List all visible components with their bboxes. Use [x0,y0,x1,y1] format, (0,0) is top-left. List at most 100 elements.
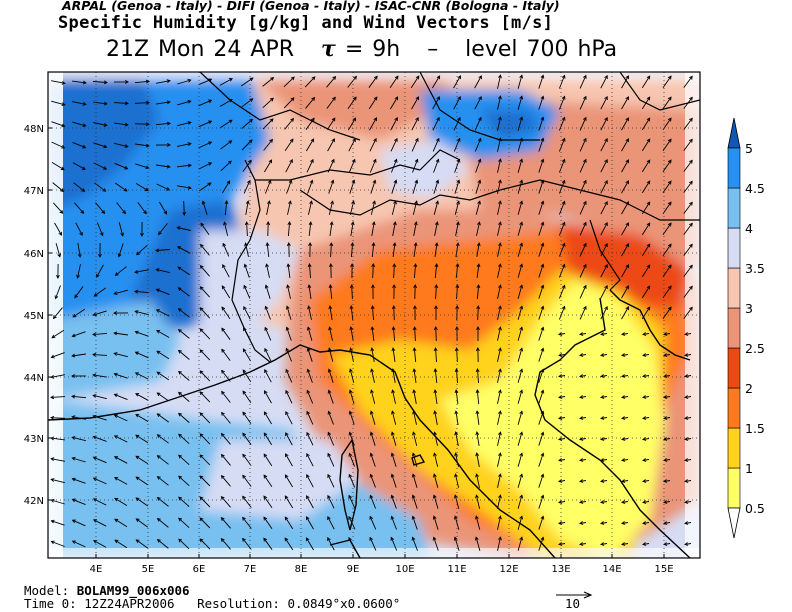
wind-arrow [51,162,65,171]
wind-arrow [306,516,314,530]
wind-arrow [663,500,671,504]
wind-arrow [413,263,418,279]
wind-arrow [177,78,192,85]
wind-arrow [390,96,399,110]
wind-arrow [76,264,81,279]
model-label: Model: [24,583,70,598]
wind-arrow [369,158,377,173]
wind-arrow [327,138,335,152]
wind-arrow [307,263,312,279]
wind-arrow [199,517,211,529]
wind-arrow [455,221,460,236]
wind-arrow [114,142,129,148]
wind-arrow [621,458,629,462]
wind-arrow [538,137,545,152]
wind-arrow [454,431,459,446]
wind-arrow [222,180,231,194]
wind-arrow [369,536,377,551]
wind-arrow [327,473,335,488]
wind-arrow [286,263,291,278]
wind-arrow [327,410,334,425]
wind-arrow [263,537,273,550]
lat-label: 43N [24,434,44,445]
lon-label: 12E [499,564,518,575]
wind-arrow [347,96,357,110]
wind-arrow [98,242,102,258]
wind-arrow [263,516,273,529]
wind-arrow [391,305,396,321]
wind-arrow [433,368,438,384]
wind-arrow [51,100,66,106]
wind-arrow [156,517,169,528]
wind-arrow [348,117,357,131]
wind-arrow [683,96,693,109]
wind-arrow [662,159,672,173]
wind-arrow [71,436,86,442]
wind-arrow [642,374,650,378]
wind-arrow [134,100,150,105]
wind-arrow [347,75,357,88]
wind-arrow [434,263,439,279]
wind-arrow [558,137,566,152]
wind-arrow [684,374,692,378]
wind-arrow [140,221,144,237]
wind-arrow [600,500,608,504]
wind-arrow [134,372,149,380]
wind-arrow [663,416,671,420]
wind-arrow [262,118,274,130]
wind-arrow [476,284,481,300]
wind-arrow [538,242,545,257]
separator: – [427,37,439,62]
wind-arrow [538,347,545,362]
wind-arrow [579,374,587,378]
coastlines [48,289,691,558]
wind-arrow [475,389,480,405]
wind-arrow [71,353,86,358]
wind-arrow [662,264,672,278]
wind-arrow [242,537,252,550]
wind-arrow [306,368,313,383]
wind-arrow [328,200,334,215]
wind-arrow [156,183,171,191]
wind-arrow [517,410,524,425]
wind-arrow [411,137,419,152]
wind-arrow [135,476,149,486]
wind-arrow [349,200,355,215]
wind-arrow [684,458,692,462]
wind-arrow [390,452,397,467]
wind-arrow [412,410,417,425]
wind-arrow [411,536,418,551]
wind-arrow [285,368,293,383]
wind-arrow [370,347,375,362]
wind-arrow [328,179,335,194]
wind-arrow [135,539,148,549]
wind-arrow [92,352,108,357]
wind-arrow [93,287,106,297]
wind-arrow [517,74,524,89]
wind-arrow [684,437,692,441]
wind-arrow [475,473,480,488]
colorbar: 0.5 1 1.5 2 2.5 3 3.5 4 4.5 5 [727,117,765,539]
wind-arrow [221,348,231,361]
wind-arrow [641,222,651,236]
wind-arrow [433,452,439,467]
wind-arrow [242,495,252,508]
wind-arrow [349,179,356,194]
wind-arrow [71,519,86,527]
wind-arrow [497,431,502,446]
wind-arrow [412,179,419,194]
wind-arrow [642,521,650,525]
wind-arrow [538,389,545,404]
wind-arrow [283,76,295,88]
wind-arrow [517,368,524,383]
wind-arrow [579,263,587,278]
wind-arrow [579,500,587,504]
wind-arrow [517,431,524,446]
wind-arrow [182,200,187,216]
wind-arrow [497,368,502,383]
wind-arrow [497,347,502,362]
wind-arrow [308,221,313,236]
wind-arrow [51,121,66,128]
wind-arrow [177,121,192,127]
wind-arrow [683,306,693,319]
